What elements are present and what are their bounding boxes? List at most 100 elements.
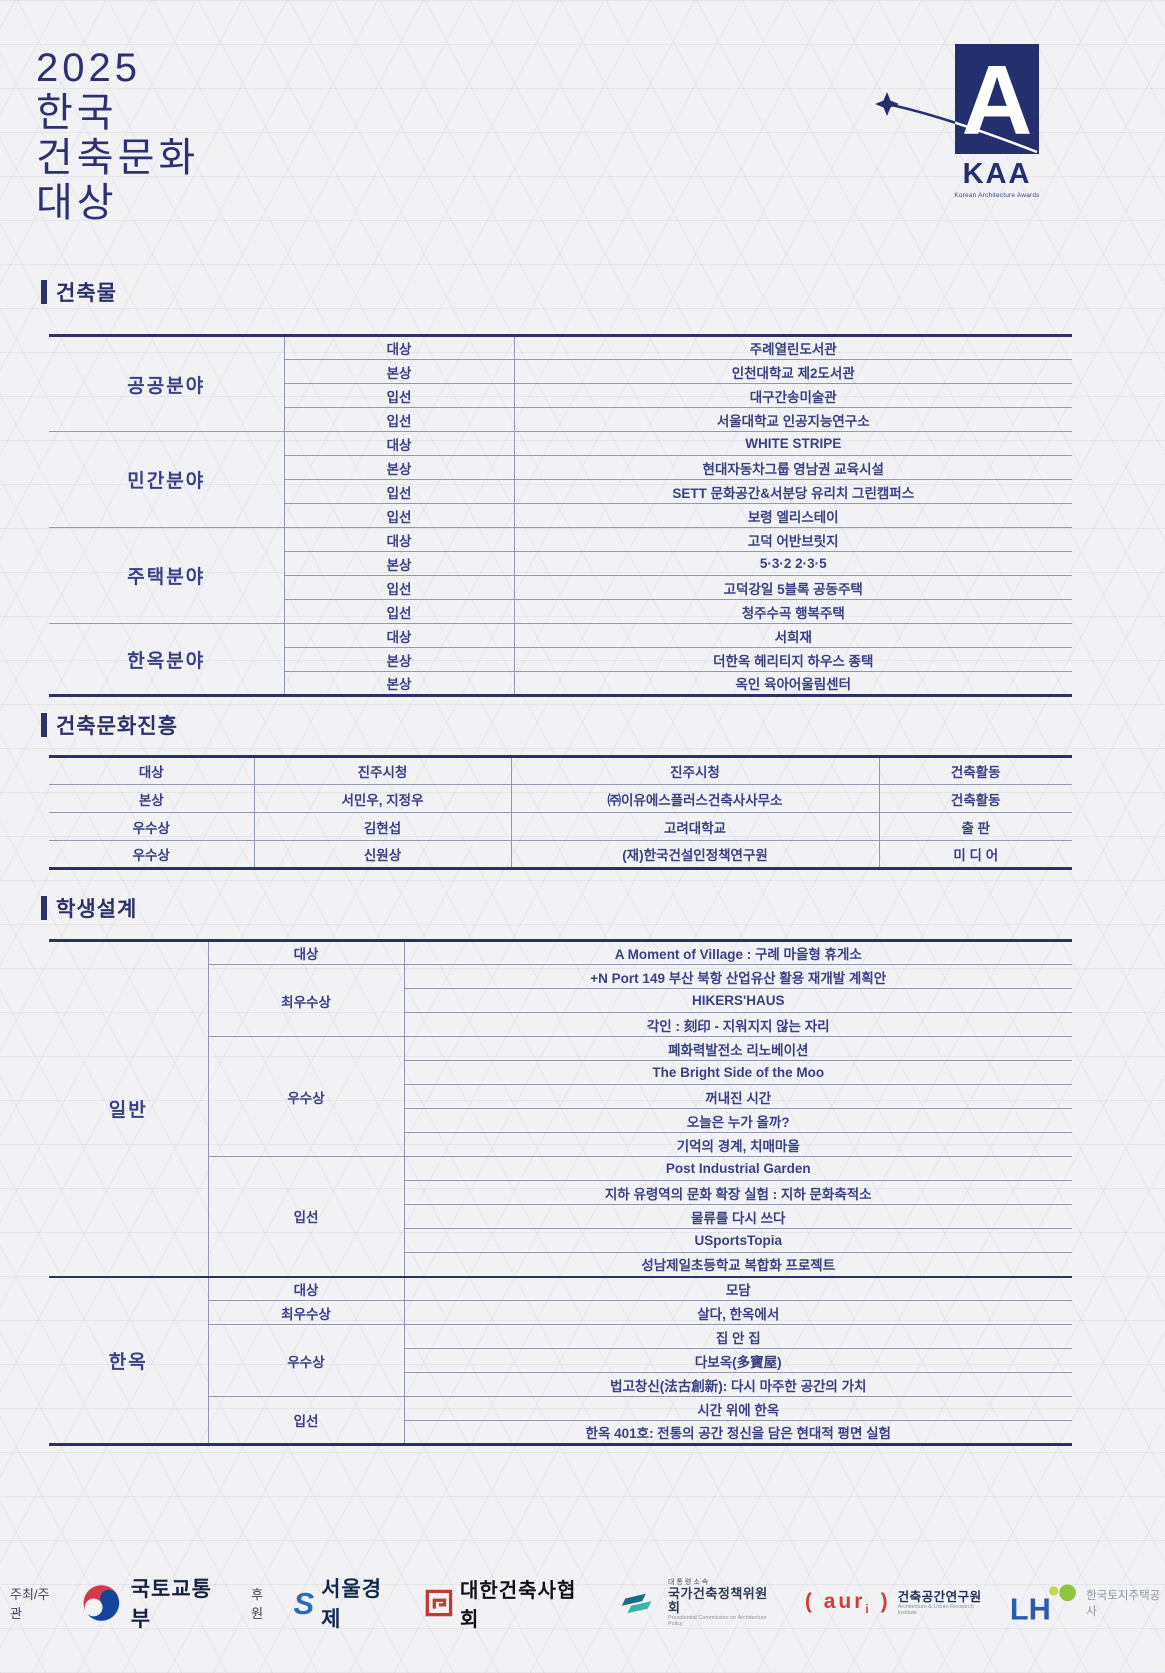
award-cell: 대상 [284, 431, 515, 456]
svg-text:A: A [962, 45, 1033, 155]
winner-cell: 서희재 [514, 623, 1072, 648]
section-bar [41, 280, 47, 304]
award-cell: 입선 [284, 575, 515, 600]
work-cell: 오늘은 누가 올까? [404, 1108, 1072, 1133]
molit-name: 국토교통부 [130, 1578, 212, 1631]
field-cell: 출 판 [879, 812, 1072, 841]
kacp-logo: 대통령소속 국가건축정책위원회 Presidential Commission … [618, 1579, 775, 1627]
footer: 주최/주관 국토교통부 후원 S 서울경제 대한건축사협회 [0, 1553, 1165, 1653]
work-cell: Post Industrial Garden [404, 1156, 1072, 1181]
work-cell: The Bright Side of the Moo [404, 1060, 1072, 1085]
award-cell: 최우수상 [208, 964, 405, 1037]
work-cell: 성남제일초등학교 복합화 프로젝트 [404, 1252, 1072, 1277]
auri-icon: ( auri ) [804, 1589, 891, 1617]
winner-cell: 신원상 [254, 840, 512, 869]
category-cell: 한옥 [49, 1275, 209, 1445]
kaa-logo-text: KAA [962, 158, 1032, 190]
kaa-logo-tagline: Korean Architecture Awards [954, 192, 1040, 199]
winner-cell: 주례열린도서관 [749, 342, 837, 357]
field-cell: 건축활동 [879, 784, 1072, 813]
auri-logo: ( auri ) 건축공간연구원 Architecture & Urban Re… [805, 1590, 982, 1617]
award-cell: 본상 [284, 359, 515, 384]
kacp-name: 국가건축정책위원회 [668, 1585, 768, 1615]
work-cell: 모담 [404, 1275, 1072, 1301]
work-cell: 살다, 한옥에서 [404, 1300, 1072, 1325]
winner-cell: 대구간송미술관 [514, 383, 1072, 408]
award-cell: 본상 [49, 784, 255, 813]
kacp-english-name: Presidential Commission on Architecture … [668, 1615, 767, 1628]
seoul-economic-icon: S [293, 1585, 315, 1621]
award-cell: 입선 [284, 479, 515, 504]
work-cell: 집 안 집 [404, 1324, 1072, 1349]
kacp-icon [621, 1593, 652, 1614]
winner-cell: 5·3·2 2·3·5 [514, 551, 1072, 576]
work-cell: A Moment of Village : 구례 마을형 휴게소 [614, 947, 862, 962]
seoul-economic-logo: S 서울경제 [293, 1573, 395, 1633]
lh-icon: LH [1010, 1584, 1076, 1627]
student-awards-table: 일반 대상 A Moment of Village : 구례 마을형 휴게소 최… [49, 939, 1072, 1446]
award-cell: 대상 [284, 527, 515, 552]
lh-name: 한국토지주택공사 [1086, 1590, 1161, 1618]
award-cell: 입선 [208, 1156, 405, 1277]
field-cell: 미 디 어 [879, 840, 1072, 869]
kaa-logo-icon: A [875, 44, 1039, 155]
award-cell: 입선 [284, 407, 515, 432]
winner-cell: 서민우, 지정우 [254, 784, 512, 813]
auri-name: 건축공간연구원 [897, 1589, 982, 1604]
award-cell: 우수상 [208, 1036, 405, 1157]
award-cell: 최우수상 [208, 1300, 405, 1325]
work-cell: 다보옥(多寶屋) [404, 1348, 1072, 1373]
winner-cell: 옥인 육아어울림센터 [514, 671, 1072, 696]
section-promotion-title: 건축문화진흥 [56, 715, 178, 738]
winner-cell: WHITE STRIPE [514, 431, 1072, 456]
kira-name: 대한건축사협회 [459, 1580, 577, 1631]
section-bar [41, 896, 47, 920]
organization-cell: ㈜이유에스플러스건축사사무소 [511, 784, 880, 813]
molit-taegeuk-icon [83, 1585, 120, 1621]
work-cell: 꺼내진 시간 [404, 1084, 1072, 1109]
award-cell: 우수상 [49, 812, 255, 841]
section-promotion: 건축문화진흥 [41, 713, 1072, 738]
award-cell: 우수상 [208, 1324, 405, 1397]
winner-cell: 보령 엘리스테이 [514, 503, 1072, 528]
section-student: 학생설계 [41, 896, 1072, 921]
sponsor-label: 후원 [251, 1587, 264, 1621]
award-cell: 우수상 [49, 840, 255, 869]
award-cell: 입선 [284, 503, 515, 528]
winner-cell: 진주시청 [254, 756, 512, 785]
organization-cell: 진주시청 [511, 756, 880, 785]
category-cell: 일반 [49, 940, 209, 1277]
winner-cell: 고덕강일 5블록 공동주택 [514, 575, 1072, 600]
work-cell: 각인 : 刻印 - 지워지지 않는 자리 [404, 1012, 1072, 1037]
award-cell: 본상 [284, 671, 515, 696]
award-cell: 대상 [284, 335, 515, 360]
building-awards-table: 공공분야 대상 주례열린도서관 본상 인천대학교 제2도서관 입선 대구간송미술관 … [49, 334, 1072, 697]
kira-seal-icon [425, 1589, 453, 1617]
award-cell: 입선 [284, 383, 515, 408]
winner-cell: 고덕 어반브릿지 [514, 527, 1072, 552]
award-cell: 입선 [284, 599, 515, 624]
organization-cell: (재)한국건설인정책연구원 [511, 840, 880, 869]
event-logo-line: 한국 [36, 91, 118, 135]
molit-logo: 국토교통부 [80, 1573, 225, 1633]
winner-cell: SETT 문화공간&서분당 유리치 그린캠퍼스 [514, 479, 1072, 504]
winner-cell: 더한옥 헤리티지 하우스 종택 [514, 647, 1072, 672]
winner-cell: 청주수곡 행복주택 [514, 599, 1072, 624]
work-cell: 폐화력발전소 리노베이션 [404, 1036, 1072, 1061]
winner-cell: 서울대학교 인공지능연구소 [514, 407, 1072, 432]
work-cell: 지하 유령역의 문화 확장 실험 : 지하 문화축적소 [404, 1180, 1072, 1205]
event-logo-line: 2025 [36, 46, 141, 90]
event-logo: 2025 한국 건축문화 대상 [36, 46, 1165, 226]
award-cell: 대상 [208, 940, 405, 965]
award-cell: 대상 [284, 623, 515, 648]
work-cell: HIKERS'HAUS [404, 988, 1072, 1013]
award-cell: 입선 [208, 1396, 405, 1445]
host-label: 주최/주관 [10, 1587, 50, 1621]
section-building: 건축물 [41, 280, 1072, 305]
section-bar [41, 713, 47, 737]
award-cell: 본상 [284, 551, 515, 576]
lh-logo: LH 한국토지주택공사 [1008, 1579, 1165, 1627]
kaa-logo: A KAA Korean Architecture Awards [869, 40, 1047, 199]
section-building-title: 건축물 [56, 282, 117, 305]
